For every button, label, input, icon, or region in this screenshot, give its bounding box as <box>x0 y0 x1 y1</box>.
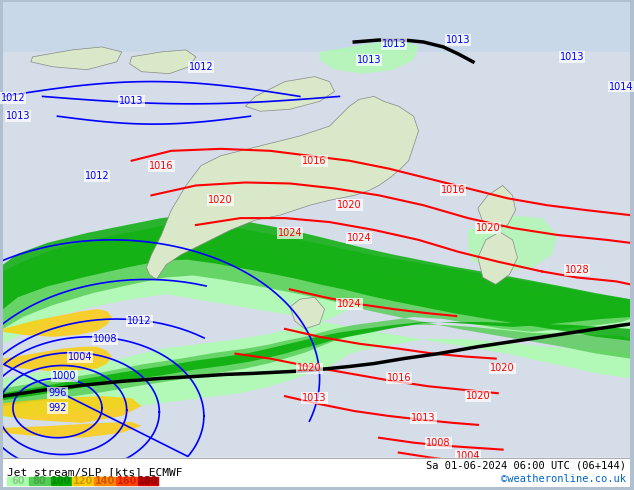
Polygon shape <box>245 76 335 111</box>
Text: 1016: 1016 <box>149 161 174 171</box>
Text: 1004: 1004 <box>456 450 481 461</box>
Text: 1024: 1024 <box>347 233 372 243</box>
Text: 1020: 1020 <box>490 364 515 373</box>
Polygon shape <box>290 297 325 329</box>
Text: Sa 01-06-2024 06:00 UTC (06+144): Sa 01-06-2024 06:00 UTC (06+144) <box>426 461 626 470</box>
Text: 1012: 1012 <box>85 171 109 180</box>
Polygon shape <box>3 215 630 400</box>
Text: 1000: 1000 <box>461 463 485 472</box>
Polygon shape <box>468 215 557 271</box>
Text: Jet stream/SLP [kts] ECMWF: Jet stream/SLP [kts] ECMWF <box>7 467 183 477</box>
Text: 1013: 1013 <box>302 393 327 403</box>
Text: 1012: 1012 <box>127 316 152 326</box>
Text: 80: 80 <box>33 476 46 486</box>
Text: 1014: 1014 <box>609 81 633 92</box>
Text: 996: 996 <box>479 472 497 482</box>
Text: 1013: 1013 <box>119 97 144 106</box>
Text: 1013: 1013 <box>357 55 381 65</box>
Text: 1013: 1013 <box>382 39 406 49</box>
Polygon shape <box>3 232 630 418</box>
Bar <box>138 477 158 485</box>
Text: 1020: 1020 <box>465 391 490 401</box>
Text: 1013: 1013 <box>446 35 470 45</box>
Polygon shape <box>30 47 122 70</box>
Text: 992: 992 <box>48 403 67 413</box>
Text: 1024: 1024 <box>278 228 302 238</box>
Text: 1012: 1012 <box>188 62 213 72</box>
Bar <box>51 477 71 485</box>
Polygon shape <box>3 309 112 371</box>
Bar <box>94 477 115 485</box>
Text: 1008: 1008 <box>426 438 451 448</box>
Bar <box>3 458 630 487</box>
Text: 1013: 1013 <box>560 52 584 62</box>
Polygon shape <box>146 97 418 279</box>
Polygon shape <box>320 40 418 74</box>
Text: 140: 140 <box>95 476 115 486</box>
Polygon shape <box>130 50 196 74</box>
Text: 1013: 1013 <box>411 413 436 423</box>
Text: 1013: 1013 <box>6 111 30 121</box>
Text: ©weatheronline.co.uk: ©weatheronline.co.uk <box>501 474 626 484</box>
Polygon shape <box>478 185 515 230</box>
Bar <box>72 477 93 485</box>
Polygon shape <box>3 396 141 438</box>
Text: 180: 180 <box>138 476 158 486</box>
Text: 1020: 1020 <box>476 223 500 233</box>
Text: 1004: 1004 <box>68 352 93 362</box>
Polygon shape <box>478 232 517 284</box>
Text: 1008: 1008 <box>93 334 117 344</box>
Text: 100: 100 <box>51 476 72 486</box>
Text: 1012: 1012 <box>1 94 25 103</box>
Text: 1016: 1016 <box>441 185 465 196</box>
Text: 996: 996 <box>48 388 67 398</box>
Text: 1016: 1016 <box>387 373 411 383</box>
Polygon shape <box>3 222 630 406</box>
Bar <box>116 477 136 485</box>
Text: 1016: 1016 <box>302 156 327 166</box>
Bar <box>29 477 49 485</box>
Text: 160: 160 <box>117 476 137 486</box>
Text: 1024: 1024 <box>337 299 361 309</box>
Text: 1028: 1028 <box>564 265 589 274</box>
Text: 1000: 1000 <box>52 371 77 381</box>
Text: 1020: 1020 <box>297 364 322 373</box>
Text: 1020: 1020 <box>209 196 233 205</box>
Bar <box>7 477 28 485</box>
Bar <box>3 52 630 458</box>
Text: 1020: 1020 <box>337 200 361 210</box>
Text: 60: 60 <box>11 476 25 486</box>
Text: 120: 120 <box>73 476 93 486</box>
